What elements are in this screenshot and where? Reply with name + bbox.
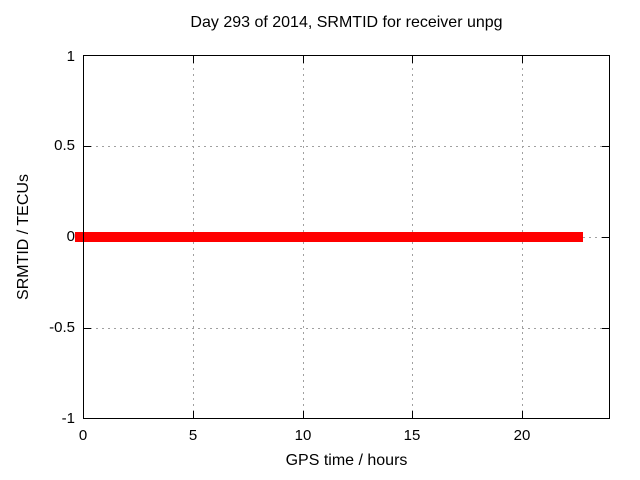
tick-bottom-10 [303, 411, 304, 418]
x-axis-title: GPS time / hours [285, 452, 408, 469]
x-tick-label-15: 15 [403, 427, 421, 444]
x-tick-label-20: 20 [513, 427, 531, 444]
data-series-srmtid [84, 232, 583, 242]
y-tick-label-1: 1 [66, 48, 75, 65]
gridline-y-0 [583, 237, 609, 238]
tick-left-0p5 [84, 146, 91, 147]
x-tick-label-5: 5 [188, 427, 198, 444]
y-tick-label-0p5: 0.5 [54, 137, 75, 154]
plot-area [83, 55, 610, 419]
y-tick-label-0: 0 [66, 228, 75, 245]
y-axis-title: SRMTID / TECUs [15, 174, 32, 300]
tick-bottom-20 [522, 411, 523, 418]
x-tick-label-0: 0 [78, 427, 88, 444]
tick-top-20 [522, 56, 523, 63]
tick-right-0 [602, 237, 609, 238]
y-tick-label-neg1: -1 [61, 410, 75, 427]
gridline-y-neg0p5 [84, 328, 609, 329]
chart-title: Day 293 of 2014, SRMTID for receiver unp… [190, 14, 503, 31]
data-series-srmtid-overhang [75, 232, 83, 242]
tick-bottom-5 [193, 411, 194, 418]
tick-top-15 [412, 56, 413, 63]
tick-bottom-15 [412, 411, 413, 418]
tick-left-neg0p5 [84, 328, 91, 329]
tick-right-0p5 [602, 146, 609, 147]
y-tick-label-neg0p5: -0.5 [49, 319, 75, 336]
tick-top-10 [303, 56, 304, 63]
x-tick-label-10: 10 [294, 427, 312, 444]
tick-top-5 [193, 56, 194, 63]
tick-right-neg0p5 [602, 328, 609, 329]
gridline-y-0p5 [84, 146, 609, 147]
